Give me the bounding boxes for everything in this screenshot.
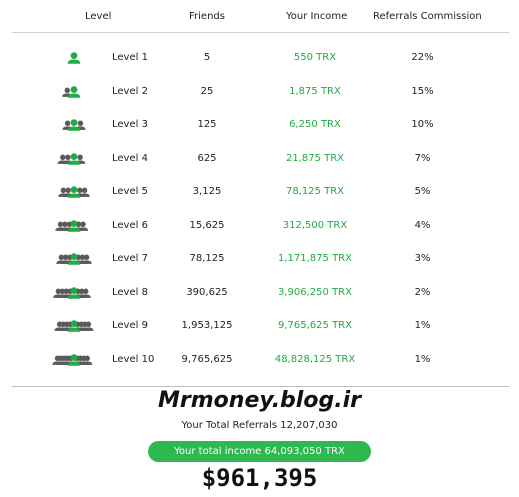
table-row: Level 5 3,125 78,125 TRX 5% bbox=[0, 175, 519, 209]
people-group-icon bbox=[34, 82, 114, 102]
table-row: Level 9 1,953,125 9,765,625 TRX 1% bbox=[0, 309, 519, 343]
row-income: 78,125 TRX bbox=[285, 186, 345, 197]
row-commission: 15% bbox=[411, 85, 434, 97]
table-row: Level 3 125 6,250 TRX 10% bbox=[0, 108, 519, 142]
people-group-icon bbox=[34, 115, 114, 135]
row-income: 6,250 TRX bbox=[289, 119, 341, 130]
header-level: Level bbox=[85, 11, 112, 22]
row-level: Level 9 bbox=[112, 320, 148, 331]
total-referrals: Your Total Referrals 12,207,030 bbox=[181, 420, 338, 431]
table-row: Level 8 390,625 3,906,250 TRX 2% bbox=[0, 276, 519, 310]
row-level: Level 1 bbox=[112, 52, 148, 63]
table-row: Level 2 25 1,875 TRX 15% bbox=[0, 75, 519, 109]
row-level: Level 4 bbox=[112, 152, 148, 164]
row-level: Level 6 bbox=[112, 219, 148, 231]
row-friends: 1,953,125 bbox=[181, 320, 233, 331]
row-friends: 78,125 bbox=[189, 253, 225, 264]
row-commission: 5% bbox=[414, 186, 431, 197]
row-income: 48,828,125 TRX bbox=[274, 353, 356, 365]
row-friends: 15,625 bbox=[189, 219, 225, 231]
row-friends: 625 bbox=[197, 152, 217, 164]
people-group-icon bbox=[34, 182, 114, 202]
row-friends: 9,765,625 bbox=[181, 353, 233, 365]
row-income: 1,171,875 TRX bbox=[278, 253, 352, 264]
row-commission: 4% bbox=[414, 219, 431, 231]
row-level: Level 8 bbox=[112, 286, 148, 298]
row-income: 21,875 TRX bbox=[285, 152, 345, 164]
row-friends: 3,125 bbox=[192, 186, 222, 197]
row-level: Level 10 bbox=[112, 353, 155, 365]
row-level: Level 3 bbox=[112, 119, 148, 130]
total-income-badge: Your total income 64,093,050 TRX bbox=[148, 441, 371, 462]
row-friends: 25 bbox=[200, 85, 214, 97]
row-commission: 2% bbox=[414, 286, 431, 298]
table-row: Level 7 78,125 1,171,875 TRX 3% bbox=[0, 242, 519, 276]
row-commission: 22% bbox=[411, 52, 434, 63]
row-commission: 7% bbox=[414, 152, 431, 164]
header-commission: Referrals Commission bbox=[373, 11, 482, 22]
table-row: Level 1 5 550 TRX 22% bbox=[0, 41, 519, 75]
row-income: 1,875 TRX bbox=[289, 85, 341, 97]
site-watermark: Mrmoney.blog.ir bbox=[158, 388, 361, 413]
row-friends: 5 bbox=[203, 52, 211, 63]
row-income: 312,500 TRX bbox=[282, 219, 348, 231]
people-group-icon bbox=[34, 316, 114, 336]
table-row: Level 10 9,765,625 48,828,125 TRX 1% bbox=[0, 343, 519, 377]
table-row: Level 4 625 21,875 TRX 7% bbox=[0, 142, 519, 176]
header-divider bbox=[12, 32, 509, 33]
table-header: Level Friends Your Income Referrals Comm… bbox=[0, 0, 519, 33]
row-commission: 1% bbox=[414, 320, 431, 331]
header-friends: Friends bbox=[189, 11, 225, 22]
header-income: Your Income bbox=[286, 11, 348, 22]
people-group-icon bbox=[34, 249, 114, 269]
row-commission: 1% bbox=[414, 353, 431, 365]
people-group-icon bbox=[34, 216, 114, 236]
people-group-icon bbox=[34, 350, 114, 370]
row-income: 9,765,625 TRX bbox=[278, 320, 352, 331]
people-group-icon bbox=[34, 48, 114, 68]
row-income: 550 TRX bbox=[293, 52, 337, 63]
row-commission: 3% bbox=[414, 253, 431, 264]
levels-table: Level 1 5 550 TRX 22% Level 2 25 1,875 TRX 15% L… bbox=[0, 41, 519, 376]
people-group-icon bbox=[34, 283, 114, 303]
people-group-icon bbox=[34, 149, 114, 169]
row-income: 3,906,250 TRX bbox=[278, 286, 352, 298]
usd-total: $961,395 bbox=[201, 464, 318, 492]
row-level: Level 7 bbox=[112, 253, 148, 264]
row-friends: 390,625 bbox=[186, 286, 228, 298]
row-commission: 10% bbox=[411, 119, 434, 130]
table-row: Level 6 15,625 312,500 TRX 4% bbox=[0, 209, 519, 243]
row-level: Level 5 bbox=[112, 186, 148, 197]
row-friends: 125 bbox=[197, 119, 217, 130]
table-bottom-divider bbox=[12, 386, 509, 387]
row-level: Level 2 bbox=[112, 85, 148, 97]
